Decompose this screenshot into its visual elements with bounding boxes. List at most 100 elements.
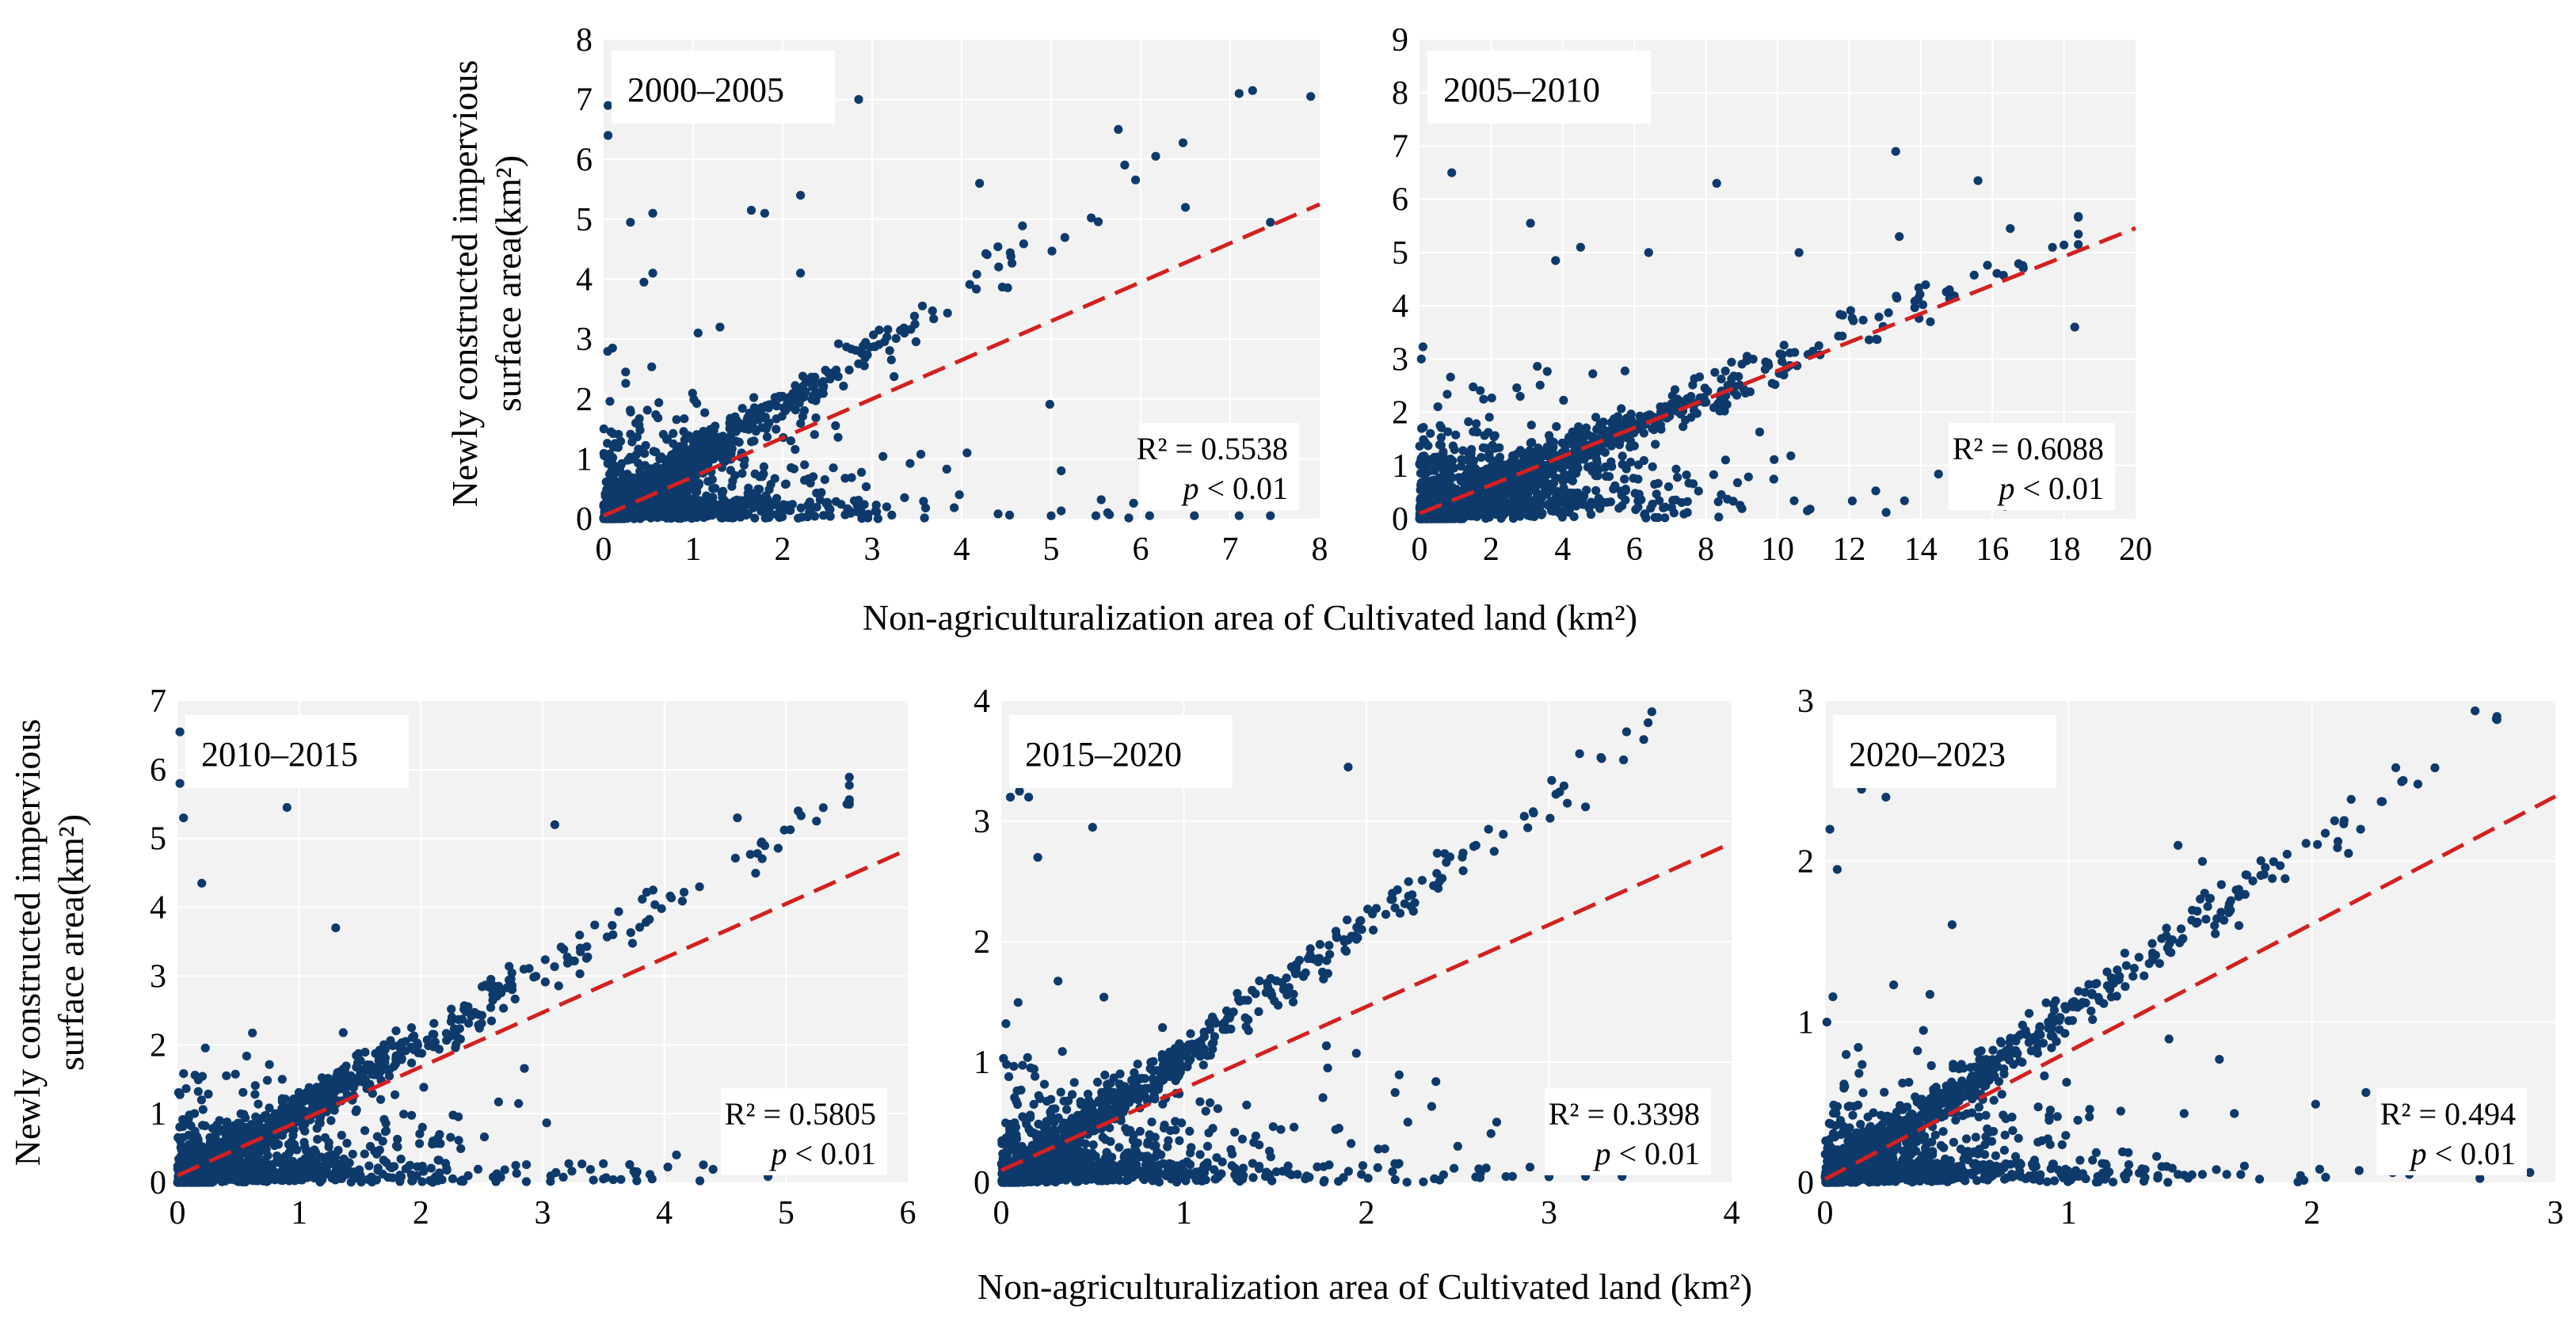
data-point [807,510,817,520]
data-point [1651,440,1660,449]
data-point [1660,513,1670,523]
data-point [787,500,798,509]
data-point [800,460,810,470]
data-point [920,503,931,513]
data-point [863,513,873,523]
data-point [298,1123,307,1133]
data-point [654,496,664,505]
data-point [1630,489,1640,498]
data-point [1005,248,1015,257]
data-point [642,917,651,927]
data-point [950,503,959,512]
data-point [708,1164,718,1174]
data-point [920,513,929,523]
data-point [673,460,683,470]
data-point [1442,390,1452,399]
data-point [646,504,655,514]
data-point [759,469,768,478]
data-point [479,1133,490,1142]
data-point [759,462,769,472]
data-point [288,1144,297,1153]
data-point [1419,478,1428,487]
data-point [1511,460,1521,470]
data-point [608,343,617,353]
data-point [1534,444,1543,453]
data-point [492,992,501,1001]
data-point [1648,462,1657,471]
x-tick-label: 2 [413,1195,429,1232]
y-tick-label: 7 [150,683,166,720]
data-point [648,268,657,278]
data-point [905,459,915,468]
data-point [1710,367,1720,377]
data-point [794,806,803,816]
data-point [1973,176,1983,185]
data-point [653,464,662,474]
data-point [818,803,828,813]
data-point [1114,124,1123,134]
data-point [707,501,717,510]
x-tick-label: 8 [1312,531,1328,568]
data-point [365,1141,375,1152]
data-point [1443,427,1453,436]
x-tick-label: 1 [291,1195,307,1232]
data-point [1607,462,1617,471]
data-point [627,938,638,948]
data-point [200,1121,210,1131]
data-point [238,1148,248,1158]
data-point [599,424,608,434]
data-point [1838,310,1847,320]
data-point [809,472,818,482]
data-point [840,474,850,483]
data-point [1087,213,1096,223]
p-threshold: < 0.01 [787,1136,876,1171]
data-point [831,421,840,431]
r-squared-label: R² = 0.5538 [1137,431,1288,466]
data-point [184,1130,193,1140]
data-point [550,962,559,972]
data-point [727,437,737,447]
data-point [226,1167,235,1177]
data-point [1492,489,1501,499]
data-point [716,513,726,523]
data-point [337,1130,346,1140]
data-point [262,1162,272,1171]
data-point [502,983,512,992]
data-point [886,355,896,364]
data-point [1502,489,1512,499]
data-point [608,920,617,931]
data-point [1921,280,1930,290]
data-point [718,443,728,452]
data-point [749,393,759,402]
data-point [375,1145,384,1155]
data-point [575,943,585,953]
data-point [805,498,814,508]
data-point [283,1114,292,1123]
data-point [787,402,796,412]
data-point [693,328,703,338]
data-point [824,368,833,378]
data-point [797,512,807,522]
data-point [313,1135,322,1144]
data-point [1881,508,1891,517]
data-point [791,444,800,455]
data-point [1416,514,1426,523]
data-point [865,342,875,352]
data-point [1477,474,1487,484]
data-point [252,1176,261,1186]
data-point [1582,485,1591,495]
data-point [1533,362,1542,371]
data-point [1450,463,1459,473]
y-tick-label: 5 [150,821,166,858]
data-point [1618,451,1627,461]
data-point [1433,402,1442,412]
r-squared-label: R² = 0.5805 [725,1096,876,1132]
data-point [374,1051,383,1060]
data-point [672,1150,681,1159]
data-point [756,423,767,432]
data-point [1789,496,1799,505]
data-point [695,882,704,892]
y-tick-label: 8 [1392,75,1408,112]
data-point [760,413,770,423]
data-point [638,894,647,904]
